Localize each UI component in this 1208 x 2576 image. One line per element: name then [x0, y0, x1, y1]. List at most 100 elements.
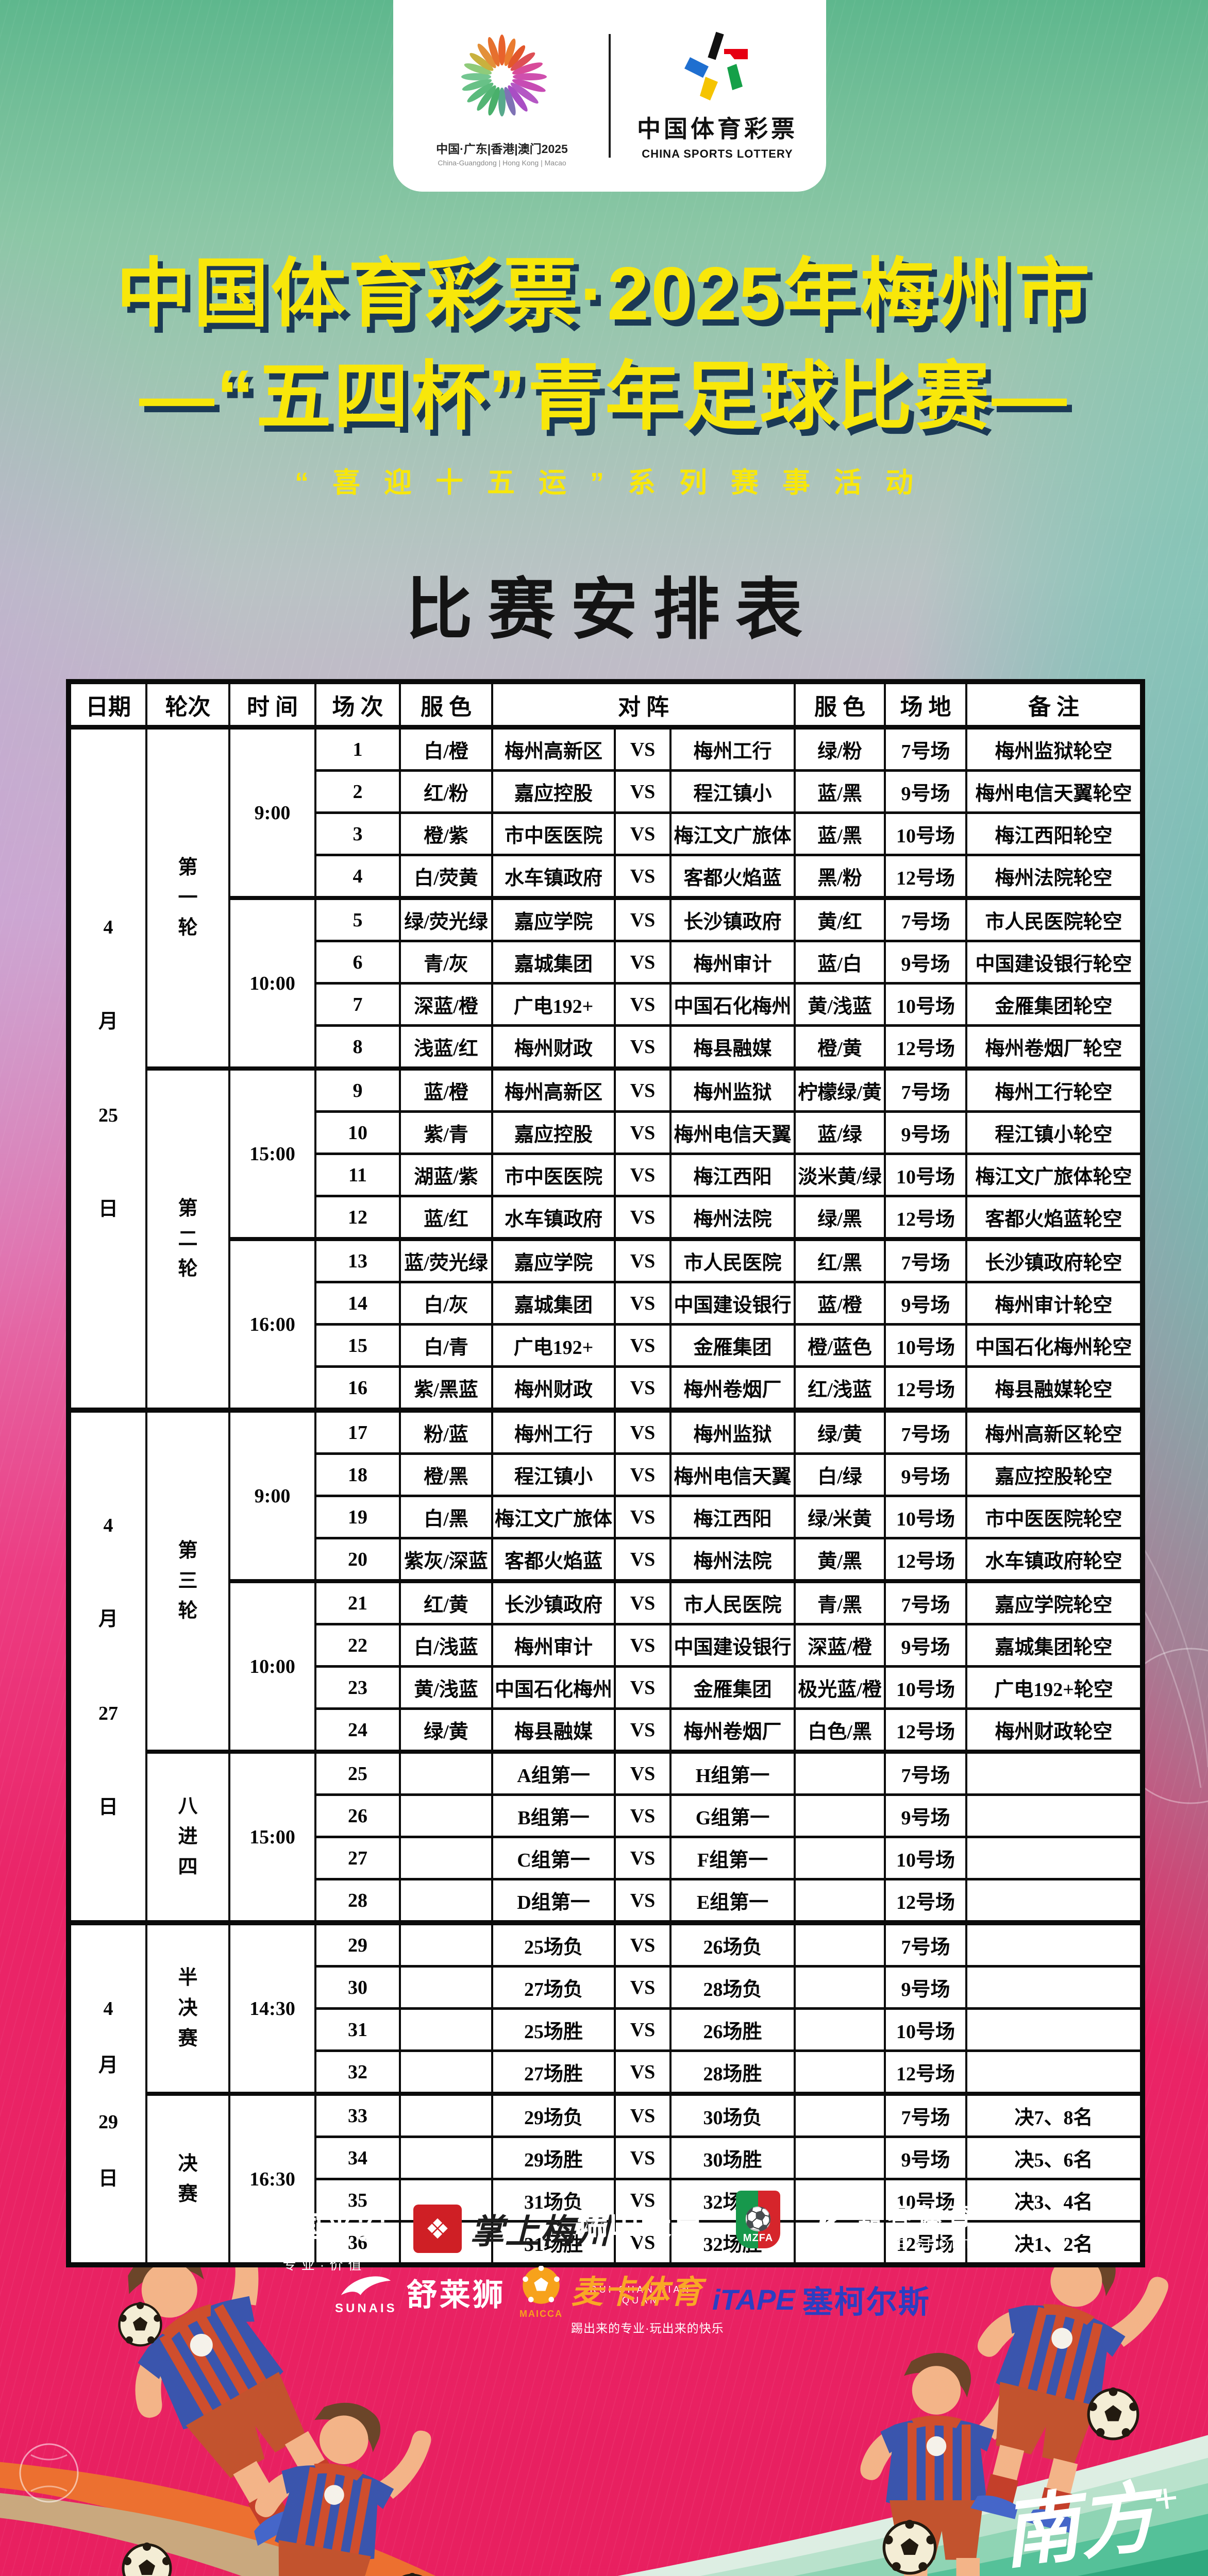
cell-team: 梅州卷烟厂 [669, 1365, 796, 1412]
cell-color: 白/黑 [399, 1495, 493, 1539]
cell-time: 16:30 [228, 2092, 316, 2266]
cell-vs: VS [614, 2220, 672, 2266]
cell-color: 橙/蓝色 [794, 1323, 886, 1368]
cell-note: 长沙镇政府轮空 [965, 1237, 1144, 1283]
cell-no: 15 [314, 1323, 401, 1368]
cell-team: 梅州审计 [669, 940, 796, 985]
cell-team: 30场负 [669, 2092, 796, 2138]
cell-color: 橙/黄 [794, 1024, 886, 1070]
cell-color [794, 1836, 886, 1880]
cell-team: 梅江西阳 [669, 1495, 796, 1539]
cell-note [965, 2049, 1144, 2095]
cell-date: 4 月 27 日 [68, 1408, 147, 1924]
cell-no: 7 [314, 982, 401, 1027]
cell-color: 青/黑 [794, 1579, 886, 1625]
cell-team: 市中医医院 [491, 811, 616, 856]
cell-vs: VS [614, 940, 672, 985]
soccer-ball-icon [120, 2302, 161, 2345]
column-header: 轮次 [145, 681, 230, 730]
cell-venue: 7号场 [884, 2092, 968, 2138]
cell-vs: VS [614, 1965, 672, 2010]
cell-color: 橙/紫 [399, 811, 493, 856]
title-line-1: 中国体育彩票·2025年梅州市 [116, 251, 1092, 335]
cell-team: G组第一 [669, 1793, 796, 1838]
cell-no: 22 [314, 1623, 401, 1668]
cell-vs: VS [614, 1323, 672, 1368]
lottery-name-en: CHINA SPORTS LOTTERY [642, 147, 793, 160]
cell-team: 梅州法院 [669, 1537, 796, 1583]
cell-color [794, 2049, 886, 2095]
cell-note [965, 2007, 1144, 2052]
cell-team: 27场负 [491, 1965, 616, 2010]
cell-venue: 10号场 [884, 2178, 968, 2223]
cell-color: 蓝/红 [399, 1195, 493, 1241]
cell-team: 31场负 [491, 2178, 616, 2223]
cell-note [965, 1793, 1144, 1838]
cell-team: H组第一 [669, 1750, 796, 1796]
cell-team: 28场负 [669, 1965, 796, 2010]
cell-venue: 7号场 [884, 1920, 968, 1968]
sponsor-ruishan: 瑞山天泉® RUI SHAN TIAN QUAN [576, 2199, 705, 2306]
cell-color: 绿/黄 [399, 1707, 493, 1753]
sports-lottery-logo-block: 中国体育彩票 CHINA SPORTS LOTTERY [632, 31, 802, 161]
cell-vs: VS [614, 896, 672, 942]
cell-color [399, 1965, 493, 2010]
cell-no: 20 [314, 1537, 401, 1583]
cell-note: 广电192+轮空 [965, 1665, 1144, 1710]
cell-no: 13 [314, 1237, 401, 1283]
cell-venue: 10号场 [884, 1836, 968, 1880]
cell-venue: 12号场 [884, 1707, 968, 1753]
cell-venue: 9号场 [884, 940, 968, 985]
cell-team: 梅州财政 [491, 1365, 616, 1412]
cell-no: 28 [314, 1878, 401, 1924]
registered-mark-icon: ® [636, 2252, 645, 2263]
sponsor-maicca-tagline: 踢出来的专业·玩出来的快乐 [571, 2321, 724, 2335]
cell-vs: VS [614, 769, 672, 814]
cell-team: 广电192+ [491, 1323, 616, 1368]
cell-color: 青/灰 [399, 940, 493, 985]
cell-color: 蓝/绿 [794, 1110, 886, 1155]
cell-no: 29 [314, 1920, 401, 1968]
cell-color [399, 2092, 493, 2138]
cell-note: 水车镇政府轮空 [965, 1537, 1144, 1583]
cell-vs: VS [614, 1920, 672, 1968]
cell-no: 25 [314, 1750, 401, 1796]
cell-team: 水车镇政府 [491, 1195, 616, 1241]
cell-team: 客都火焰蓝 [669, 854, 796, 900]
cell-note: 梅州高新区轮空 [965, 1408, 1144, 1455]
cell-team: 梅州监狱 [669, 1408, 796, 1455]
cell-time: 9:00 [228, 726, 316, 900]
outline-ball-icon [19, 2443, 79, 2503]
itape-logo: iTAPE [712, 2283, 795, 2316]
sponsor-sunais-name: 舒莱狮 [406, 2278, 506, 2312]
maicca-ball-icon [523, 2265, 560, 2304]
cell-vs: VS [614, 1066, 672, 1113]
cell-team: 29场胜 [491, 2136, 616, 2180]
cell-venue: 10号场 [884, 2007, 968, 2052]
cell-note: 嘉城集团轮空 [965, 1623, 1144, 1668]
cell-venue: 7号场 [884, 1237, 968, 1283]
cell-color [794, 1965, 886, 2010]
cell-color: 绿/荧光绿 [399, 896, 493, 942]
cell-color: 蓝/黑 [794, 769, 886, 814]
cell-team: 31场胜 [491, 2220, 616, 2266]
footer-brand-nanfang: 南方+ [997, 2473, 1182, 2576]
cell-team: 梅州电信天翼 [669, 1110, 796, 1155]
cell-venue: 9号场 [884, 1793, 968, 1838]
cell-round: 决 赛 [145, 2092, 230, 2266]
cell-no: 16 [314, 1365, 401, 1412]
cell-color [794, 1793, 886, 1838]
soccer-ball-icon [1088, 2387, 1138, 2439]
cell-no: 26 [314, 1793, 401, 1838]
cell-team: 梅江西阳 [669, 1153, 796, 1197]
cell-vs: VS [614, 1495, 672, 1539]
cell-team: 金雁集团 [669, 1323, 796, 1368]
cell-note [965, 1878, 1144, 1924]
cell-no: 27 [314, 1836, 401, 1880]
cell-time: 10:00 [228, 1579, 316, 1753]
cell-note: 市中医医院轮空 [965, 1495, 1144, 1539]
games-caption-cn: 中国·广东|香港|澳门2025 [436, 142, 568, 156]
national-games-logo-block: 中国·广东|香港|澳门2025 China-Guangdong | Hong K… [417, 25, 587, 167]
cell-vs: VS [614, 1579, 672, 1625]
cell-venue: 10号场 [884, 1323, 968, 1368]
